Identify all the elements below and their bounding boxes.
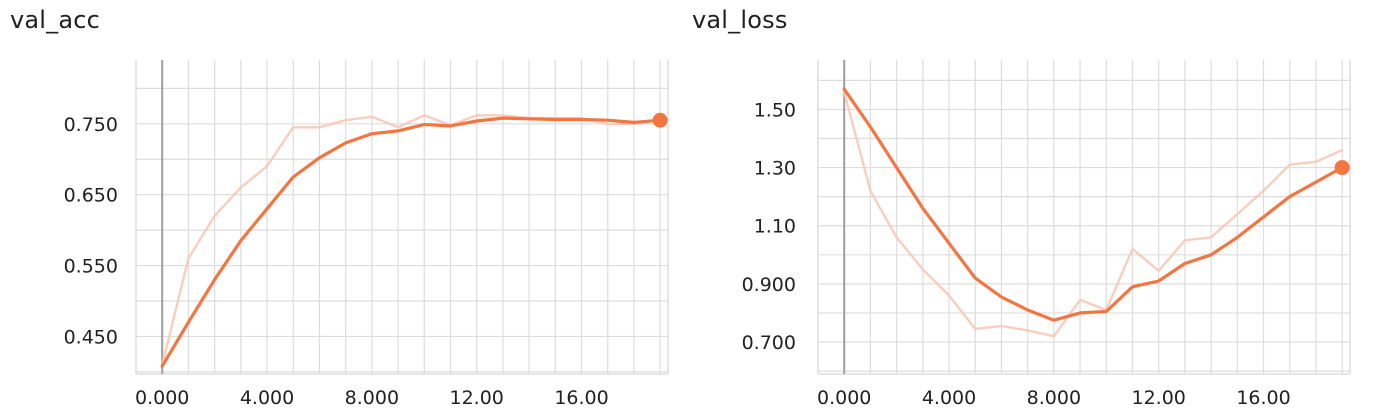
x-tick-label: 12.00 [449,387,503,409]
chart-title: val_acc [10,6,101,34]
x-tick-label: 16.00 [554,387,608,409]
y-tick-label: 0.700 [742,332,796,354]
x-tick-label: 0.000 [135,387,189,409]
raw-series-line [842,90,1344,338]
smoothed-series-line [160,116,662,368]
x-tick-label: 4.000 [240,387,294,409]
smoothed-series-line [842,87,1344,322]
x-tick-label: 8.000 [1027,387,1081,409]
x-tick-label: 4.000 [922,387,976,409]
y-tick-label: 1.50 [754,99,796,121]
last-point-marker [652,112,668,128]
y-tick-label: 0.750 [64,114,118,136]
chart-title: val_loss [692,6,788,34]
x-tick-label: 0.000 [817,387,871,409]
y-tick-label: 1.30 [754,158,796,180]
last-point-marker [1334,160,1350,176]
x-tick-label: 16.00 [1236,387,1290,409]
y-tick-label: 0.450 [64,326,118,348]
y-tick-label: 0.650 [64,185,118,207]
y-tick-label: 0.900 [742,274,796,296]
y-tick-label: 1.10 [754,216,796,238]
val-acc-panel: val_acc 0.000 4.000 8.000 12.00 16.00 0.450 0.… [0,0,690,416]
y-tick-label: 0.550 [64,256,118,278]
val-acc-chart[interactable]: 0.000 4.000 8.000 12.00 16.00 0.450 0.550 0.650… [0,0,690,416]
val-loss-chart[interactable]: 0.000 4.000 8.000 12.00 16.00 0.700 0.900 1.10 1… [690,0,1398,416]
val-loss-panel: val_loss 0.000 4.000 8.000 12.00 16.00 0.700 0… [690,0,1398,416]
x-tick-label: 8.000 [345,387,399,409]
raw-series-line [160,114,662,366]
x-tick-label: 12.00 [1131,387,1185,409]
